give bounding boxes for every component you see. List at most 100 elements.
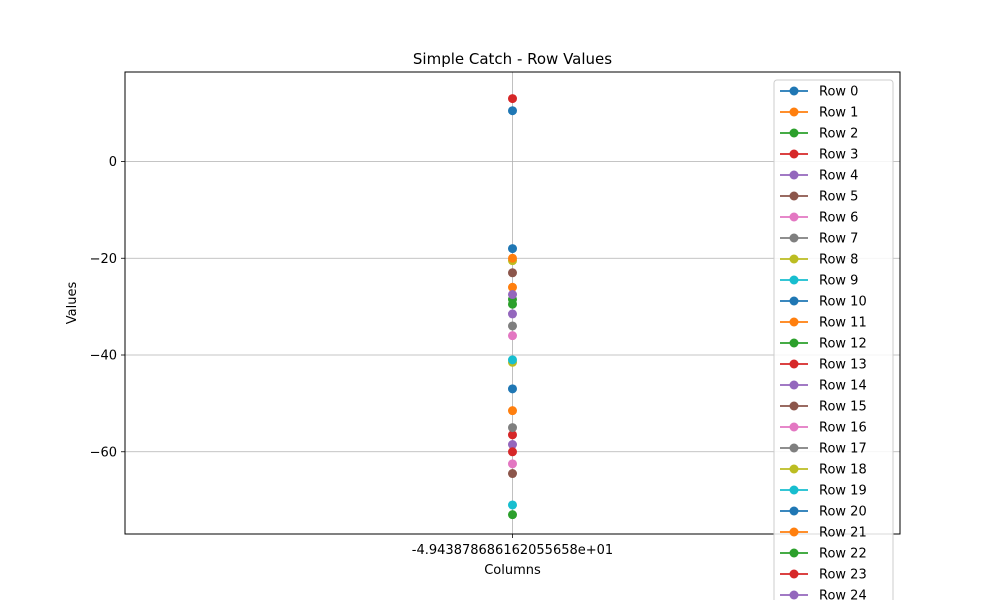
data-point-row-15 [508,268,517,278]
legend-marker [789,527,799,537]
legend-label: Row 21 [819,526,867,541]
legend-marker [789,443,799,453]
data-point-row-21 [508,253,517,263]
data-point-row-0 [508,106,517,116]
legend-label: Row 7 [819,232,858,247]
legend-marker [789,485,799,495]
legend-entry: Row 6 [780,211,858,226]
legend-entry: Row 15 [780,400,867,415]
legend-marker [789,464,799,474]
legend-label: Row 23 [819,568,867,583]
legend-marker [789,569,799,579]
x-tick-label: -4.943878686162055658e+01 [412,543,613,558]
legend-marker [789,422,799,432]
legend-entry: Row 17 [780,442,867,457]
legend-marker [789,128,799,138]
axis-ticks: 0 −20 −40 −60 -4.943878686162055658e+01 [90,155,614,558]
legend-marker [789,212,799,222]
legend-marker [789,359,799,369]
data-point-row-19 [508,355,517,365]
legend-entry: Row 5 [780,190,858,205]
legend-entry: Row 9 [780,274,858,289]
legend-marker [789,380,799,390]
y-tick-label: −20 [90,252,117,267]
y-tick-label: 0 [109,155,117,170]
legend-label: Row 20 [819,505,867,520]
legend-label: Row 9 [819,274,858,289]
legend-entry: Row 14 [780,379,867,394]
legend-marker [789,401,799,411]
data-point-row-13 [508,447,517,457]
legend-label: Row 17 [819,442,867,457]
legend-label: Row 12 [819,337,867,352]
legend-marker [789,149,799,159]
legend-label: Row 24 [819,589,867,601]
series-marks [508,94,517,520]
legend-label: Row 16 [819,421,867,436]
legend-label: Row 14 [819,379,867,394]
legend-marker [789,275,799,285]
data-point-row-11 [508,406,517,416]
legend-marker [789,506,799,516]
legend-marker [789,296,799,306]
data-point-row-14 [508,309,517,319]
legend-label: Row 10 [819,295,867,310]
legend-entry: Row 1 [780,106,858,121]
legend-entry: Row 12 [780,337,867,352]
legend-label: Row 1 [819,106,858,121]
legend-marker [789,338,799,348]
legend-entry: Row 23 [780,568,867,583]
legend-marker [789,317,799,327]
legend-entry: Row 18 [780,463,867,478]
legend-entry: Row 3 [780,148,858,163]
legend-label: Row 8 [819,253,858,268]
legend-label: Row 5 [819,190,858,205]
data-point-row-1 [508,282,517,292]
data-point-row-6 [508,331,517,341]
legend-marker [789,170,799,180]
y-tick-label: −60 [90,445,117,460]
legend-entry: Row 7 [780,232,858,247]
legend-entry: Row 0 [780,85,858,100]
y-tick-label: −40 [90,349,117,364]
data-point-row-16 [508,459,517,469]
legend-entry: Row 10 [780,295,867,310]
legend-entry: Row 20 [780,505,867,520]
legend-marker [789,590,799,600]
legend-marker [789,191,799,201]
legend-label: Row 3 [819,148,858,163]
data-point-row-7 [508,321,517,331]
legend-entry: Row 2 [780,127,858,142]
data-point-row-12 [508,510,517,520]
chart-title: Simple Catch - Row Values [413,50,612,68]
legend-entry: Row 11 [780,316,867,331]
legend-marker [789,233,799,243]
legend-entry: Row 21 [780,526,867,541]
legend-label: Row 0 [819,85,858,100]
legend-entry: Row 4 [780,169,858,184]
legend-label: Row 2 [819,127,858,142]
legend-entry: Row 8 [780,253,858,268]
data-point-row-17 [508,423,517,433]
legend-label: Row 6 [819,211,858,226]
legend-entry: Row 16 [780,421,867,436]
data-point-row-10 [508,384,517,394]
legend: Row 0 Row 1 Row 2 Row 3 Row 4 Row 5 Row 6 Row 7… [773,79,894,604]
legend-entry: Row 22 [780,547,867,562]
legend-label: Row 11 [819,316,867,331]
legend-label: Row 4 [819,169,858,184]
legend-label: Row 18 [819,463,867,478]
legend-marker [789,86,799,96]
data-point-row-3 [508,430,517,440]
legend-marker [789,254,799,264]
legend-box [773,79,894,604]
data-point-row-23 [508,94,517,104]
legend-marker [789,548,799,558]
legend-marker [789,107,799,117]
legend-label: Row 19 [819,484,867,499]
data-point-row-4 [508,440,517,450]
data-point-row-20 [508,244,517,254]
x-axis-label: Columns [484,563,541,578]
